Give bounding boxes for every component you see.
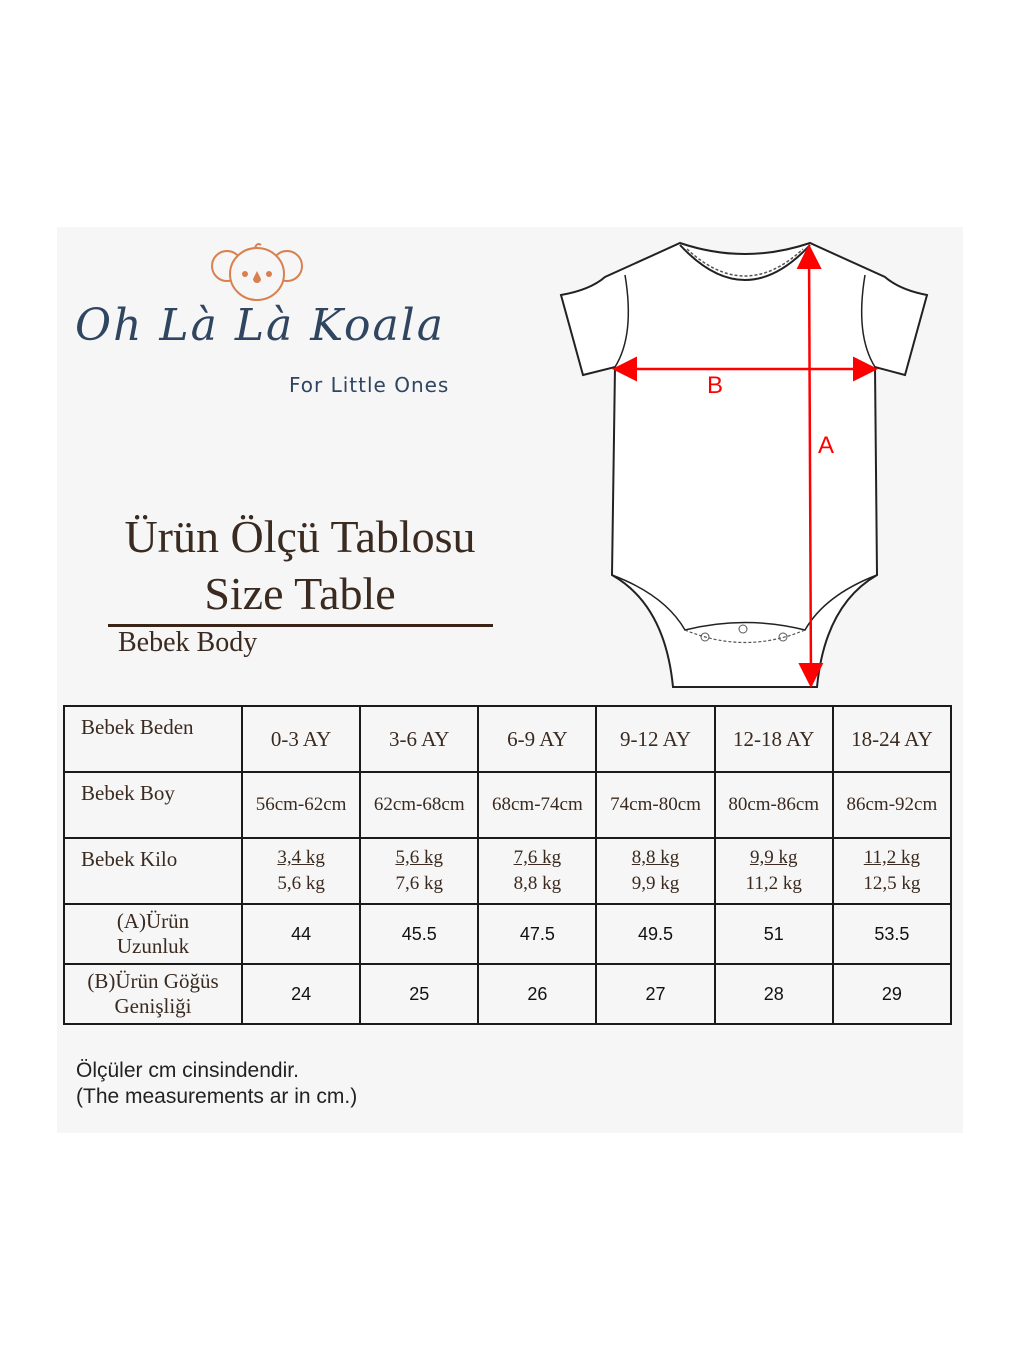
row-header: (B)Ürün Göğüs Genişliği: [63, 963, 243, 1025]
table-row-length: (A)Ürün Uzunluk 44 45.5 47.5 49.5 51 53.5: [63, 903, 953, 965]
table-cell: 11,2 kg 12,5 kg: [831, 837, 953, 905]
table-cell: 44: [240, 903, 362, 965]
size-cell: 18-24 AY: [831, 705, 953, 773]
table-cell: 49.5: [595, 903, 716, 965]
length-arrow: [796, 244, 824, 688]
weight-min: 7,6 kg: [513, 847, 562, 868]
weight-max: 5,6 kg: [277, 873, 325, 894]
table-cell: 3,4 kg 5,6 kg: [240, 837, 362, 905]
weight-max: 8,8 kg: [513, 873, 562, 894]
weight-min: 8,8 kg: [631, 847, 680, 868]
weight-max: 11,2 kg: [745, 873, 802, 894]
brand-name: Oh Là Là Koala: [75, 300, 445, 351]
row-header-line: (A)Ürün: [116, 909, 190, 933]
label-b: B: [707, 372, 723, 399]
table-cell: 56cm-62cm: [240, 771, 362, 839]
weight-max: 7,6 kg: [395, 873, 443, 894]
table-cell: 27: [595, 963, 716, 1025]
table-row-height: Bebek Boy 56cm-62cm 62cm-68cm 68cm-74cm …: [63, 771, 953, 839]
table-cell: 53.5: [831, 903, 953, 965]
row-header: (A)Ürün Uzunluk: [63, 903, 243, 965]
size-cell: 6-9 AY: [477, 705, 598, 773]
bodysuit-diagram: B A: [559, 241, 929, 688]
title-turkish: Ürün Ölçü Tablosu: [124, 511, 476, 562]
table-cell: 47.5: [477, 903, 598, 965]
table-cell: 74cm-80cm: [595, 771, 716, 839]
size-cell: 3-6 AY: [359, 705, 480, 773]
weight-min: 3,4 kg: [277, 847, 325, 868]
note-line-tr: Ölçüler cm cinsindendir.: [76, 1059, 299, 1082]
title-underline: [108, 624, 493, 627]
title-english: Size Table: [204, 568, 396, 619]
table-cell: 29: [831, 963, 953, 1025]
table-row-weight: Bebek Kilo 3,4 kg 5,6 kg 5,6 kg 7,6 kg 7,6…: [63, 837, 953, 905]
table-cell: 62cm-68cm: [359, 771, 480, 839]
weight-min: 5,6 kg: [395, 847, 443, 868]
table-row-chest: (B)Ürün Göğüs Genişliği 24 25 26 27 28 29: [63, 963, 953, 1025]
size-cell: 9-12 AY: [595, 705, 716, 773]
weight-max: 9,9 kg: [631, 873, 680, 894]
table-cell: 25: [359, 963, 480, 1025]
row-header-line: Genişliği: [114, 994, 192, 1018]
size-cell: 0-3 AY: [240, 705, 362, 773]
table-cell: 7,6 kg 8,8 kg: [477, 837, 598, 905]
measurement-note: Ölçüler cm cinsindendir. (The measuremen…: [76, 1058, 357, 1110]
brand-tagline: For Little Ones: [289, 373, 450, 397]
table-cell: 28: [713, 963, 834, 1025]
table-cell: 9,9 kg 11,2 kg: [713, 837, 834, 905]
weight-max: 12,5 kg: [863, 873, 921, 894]
row-header: Bebek Beden: [63, 705, 243, 773]
row-header: Bebek Kilo: [63, 837, 243, 905]
weight-min: 11,2 kg: [863, 847, 921, 868]
table-cell: 45.5: [359, 903, 480, 965]
label-a: A: [818, 432, 834, 459]
row-header-line: (B)Ürün Göğüs: [87, 969, 219, 993]
weight-min: 9,9 kg: [749, 847, 798, 868]
table-cell: 24: [240, 963, 362, 1025]
product-subtitle: Bebek Body: [118, 627, 258, 658]
table-cell: 8,8 kg 9,9 kg: [595, 837, 716, 905]
table-cell: 86cm-92cm: [831, 771, 953, 839]
size-cell: 12-18 AY: [713, 705, 834, 773]
row-header: Bebek Boy: [63, 771, 243, 839]
table-cell: 26: [477, 963, 598, 1025]
note-line-en: (The measurements ar in cm.): [76, 1085, 358, 1108]
table-cell: 68cm-74cm: [477, 771, 598, 839]
table-cell: 80cm-86cm: [713, 771, 834, 839]
table-row-sizes: Bebek Beden 0-3 AY 3-6 AY 6-9 AY 9-12 AY…: [63, 705, 953, 773]
row-header-line: Uzunluk: [116, 934, 190, 958]
table-cell: 51: [713, 903, 834, 965]
koala-logo-icon: [211, 243, 303, 301]
table-cell: 5,6 kg 7,6 kg: [359, 837, 480, 905]
size-table: Bebek Beden 0-3 AY 3-6 AY 6-9 AY 9-12 AY…: [63, 705, 953, 1025]
